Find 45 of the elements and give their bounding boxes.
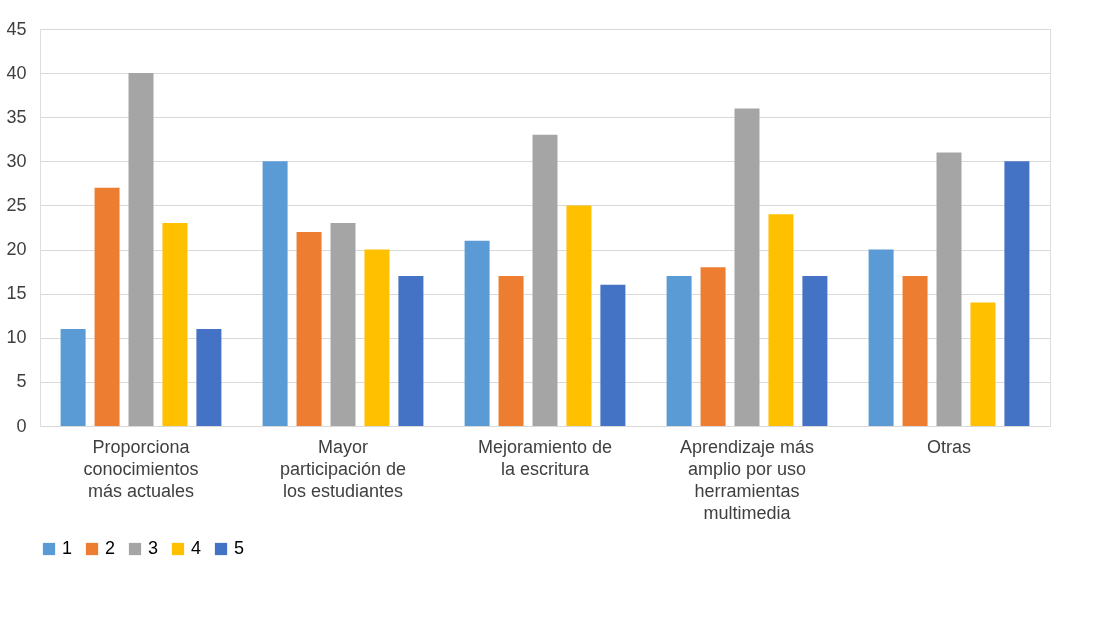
legend-label: 4 bbox=[191, 538, 202, 558]
bar bbox=[128, 73, 154, 426]
bar bbox=[936, 152, 962, 426]
y-tick-label: 10 bbox=[6, 327, 27, 348]
y-tick-label: 40 bbox=[6, 62, 27, 83]
bar bbox=[464, 240, 490, 426]
y-tick-label: 30 bbox=[6, 150, 27, 171]
y-tick-label: 25 bbox=[6, 194, 27, 215]
bar bbox=[600, 284, 626, 426]
x-tick-label: Otras bbox=[926, 436, 972, 457]
bar bbox=[196, 328, 222, 426]
bar bbox=[902, 276, 928, 426]
legend-label: 3 bbox=[148, 538, 159, 558]
bar bbox=[734, 108, 760, 426]
bar bbox=[700, 267, 726, 426]
bar bbox=[970, 302, 996, 426]
x-tick-label: Mayor participación de los estudiantes bbox=[279, 436, 407, 501]
bar bbox=[1004, 161, 1030, 426]
y-tick-label: 0 bbox=[16, 415, 27, 436]
bar bbox=[398, 276, 424, 426]
y-tick-label: 35 bbox=[6, 106, 27, 127]
bar bbox=[60, 328, 86, 426]
bar bbox=[330, 223, 356, 426]
bar bbox=[868, 249, 894, 426]
bar bbox=[532, 134, 558, 426]
bar bbox=[262, 161, 288, 426]
bar bbox=[94, 187, 120, 426]
y-tick-label: 5 bbox=[16, 371, 27, 392]
bar bbox=[802, 276, 828, 426]
bar bbox=[666, 276, 692, 426]
x-tick-label: Proporciona conocimientos más actuales bbox=[83, 436, 199, 501]
legend-label: 5 bbox=[234, 538, 245, 558]
y-tick-label: 20 bbox=[6, 239, 27, 260]
y-tick-label: 45 bbox=[6, 18, 27, 39]
legend-label: 1 bbox=[62, 538, 73, 558]
bar bbox=[364, 249, 390, 426]
y-tick-label: 15 bbox=[6, 283, 27, 304]
bar bbox=[768, 214, 794, 426]
bar bbox=[296, 231, 322, 426]
x-tick-label: Aprendizaje más amplio por uso herramientas multimedia bbox=[679, 436, 815, 523]
bar bbox=[162, 223, 188, 426]
x-tick-label: Mejoramiento de la escritura bbox=[477, 436, 613, 479]
bar bbox=[566, 205, 592, 426]
bar bbox=[498, 276, 524, 426]
legend-label: 2 bbox=[105, 538, 116, 558]
